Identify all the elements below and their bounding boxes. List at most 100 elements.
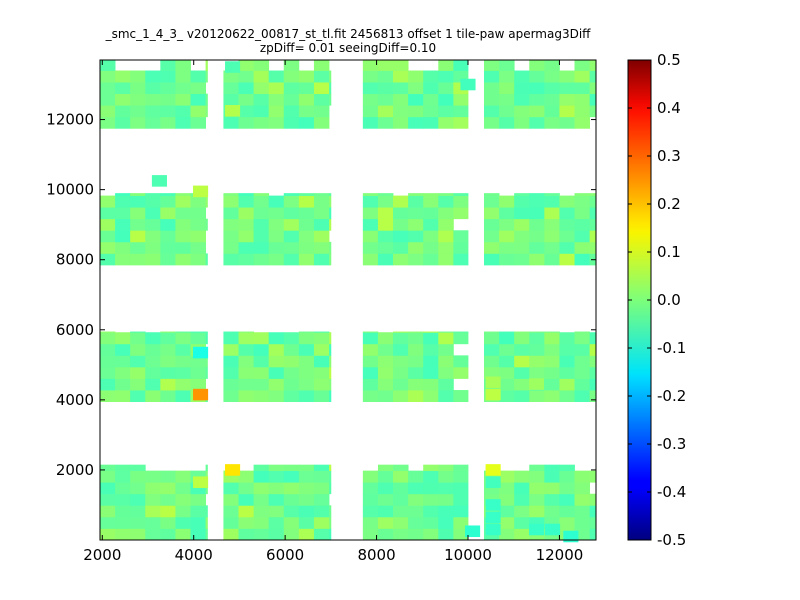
heatmap-cell — [283, 218, 300, 231]
axis-ticks: 2000 4000 6000 8000 10000 12000 2000 4000 6000 80… — [46, 60, 596, 564]
heatmap-cell — [544, 464, 560, 472]
plot-frame — [99, 59, 597, 541]
heatmap-cell — [115, 528, 131, 541]
heatmap-cell — [499, 241, 515, 254]
heatmap-cell — [238, 116, 254, 129]
heatmap-cell — [438, 70, 454, 83]
x-tick-label: 10000 — [444, 546, 492, 564]
heatmap-cell — [283, 116, 300, 129]
heatmap-cell — [298, 82, 315, 95]
heatmap-cell — [514, 241, 530, 254]
heatmap-cell — [574, 218, 590, 231]
heatmap-cell — [313, 218, 330, 231]
heatmap-cell — [362, 470, 379, 483]
heatmap-cell — [423, 516, 439, 529]
heatmap-cell — [362, 116, 379, 129]
heatmap-cell — [393, 505, 409, 518]
heatmap-cell — [100, 60, 116, 71]
heatmap-cell — [160, 218, 176, 231]
heatmap-cell — [253, 230, 270, 243]
heatmap-cell — [100, 207, 116, 220]
heatmap-cell — [268, 230, 285, 243]
heatmap-cell — [408, 82, 424, 95]
heatmap-cell — [393, 332, 409, 345]
heatmap-cell — [438, 493, 454, 506]
heatmap-cell — [223, 528, 239, 541]
heatmap-cell — [223, 470, 239, 483]
heatmap-cell — [362, 207, 379, 220]
heatmap-cell — [223, 482, 239, 495]
heatmap-cell-highlight — [193, 476, 209, 488]
heatmap-cell — [329, 516, 332, 529]
colorbar-tick-label: 0.1 — [657, 243, 681, 261]
heatmap-cell — [160, 528, 176, 541]
heatmap-cell — [514, 355, 530, 368]
heatmap-cell — [574, 60, 590, 71]
heatmap-cell — [175, 332, 191, 345]
heatmap-cell — [423, 332, 439, 345]
heatmap-cell — [238, 378, 254, 391]
heatmap-cell — [559, 516, 575, 529]
heatmap-cell — [190, 82, 206, 95]
heatmap-cell — [423, 230, 439, 243]
heatmap-cell — [145, 378, 161, 391]
heatmap-cell — [574, 241, 590, 254]
heatmap-cell — [393, 343, 409, 356]
heatmap-cell — [130, 195, 146, 208]
heatmap-cell — [529, 193, 545, 196]
heatmap-cell — [574, 470, 590, 483]
heatmap-cell — [283, 343, 300, 356]
heatmap-cell — [329, 355, 332, 368]
heatmap-cell — [574, 105, 590, 118]
heatmap-cell — [408, 378, 424, 391]
heatmap-cell — [205, 195, 208, 208]
heatmap-cell — [514, 482, 530, 495]
heatmap-cell — [453, 193, 469, 196]
heatmap-cell — [268, 116, 285, 129]
heatmap-cell — [423, 390, 439, 403]
heatmap-cell — [393, 207, 409, 220]
heatmap-cell — [175, 82, 191, 95]
heatmap-cell — [268, 366, 285, 379]
heatmap-cell — [298, 195, 315, 208]
heatmap-cell — [130, 93, 146, 106]
heatmap-cell — [175, 331, 191, 333]
heatmap-cell — [438, 332, 454, 345]
heatmap-cell — [544, 390, 560, 403]
heatmap-cell — [175, 195, 191, 208]
heatmap-cell — [115, 355, 131, 368]
heatmap-cell — [205, 60, 208, 71]
heatmap-cell — [253, 470, 270, 483]
heatmap-cell — [253, 193, 270, 196]
colorbar-tick-label: 0.4 — [657, 99, 681, 117]
heatmap-cell — [329, 505, 332, 518]
heatmap-cell — [190, 207, 206, 220]
heatmap-cell — [362, 366, 379, 379]
heatmap-cell — [160, 253, 176, 266]
heatmap-cell — [175, 482, 191, 495]
heatmap-cell — [298, 505, 315, 518]
heatmap-cell — [574, 355, 590, 368]
heatmap-cell — [514, 116, 530, 129]
heatmap-cell — [589, 105, 597, 118]
heatmap-cell — [283, 355, 300, 368]
heatmap-cell — [329, 93, 332, 106]
y-tick-label: 6000 — [56, 321, 94, 339]
heatmap-cell — [329, 253, 332, 266]
heatmap-cell — [393, 470, 409, 483]
heatmap-cell — [362, 193, 379, 196]
heatmap-cell — [130, 105, 146, 118]
heatmap-cell — [362, 516, 379, 529]
heatmap-cell — [589, 390, 597, 403]
heatmap-cell — [100, 390, 116, 403]
heatmap-cell — [160, 193, 176, 196]
heatmap-cell — [145, 207, 161, 220]
heatmap-cell — [175, 253, 191, 266]
heatmap-cell — [253, 378, 270, 391]
heatmap-cell — [175, 470, 191, 483]
heatmap-cell — [223, 331, 239, 333]
heatmap-cell — [283, 230, 300, 243]
heatmap-cell — [423, 70, 439, 83]
heatmap-cell — [559, 390, 575, 403]
heatmap-cell — [408, 93, 424, 106]
